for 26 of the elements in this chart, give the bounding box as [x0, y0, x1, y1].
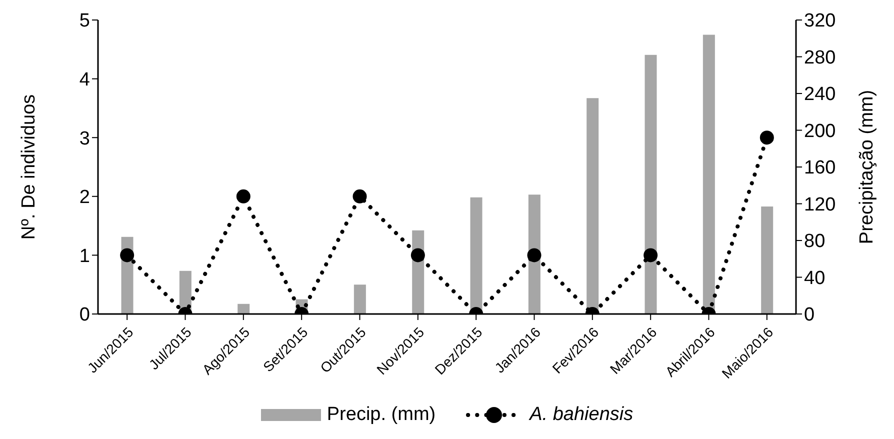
- point: [760, 130, 774, 145]
- y-tick-label: 0: [79, 304, 90, 326]
- y2-tick-label: 160: [804, 158, 836, 179]
- bar: [644, 54, 657, 314]
- bar: [238, 304, 250, 314]
- y-tick-label: 1: [79, 246, 90, 267]
- y2-tick-label: 200: [804, 120, 836, 142]
- y2-tick-label: 120: [804, 194, 836, 216]
- y2-tick-label: 40: [804, 268, 826, 289]
- y-tick-label: 2: [79, 187, 90, 208]
- point: [352, 189, 367, 204]
- y-axis-title: Nº. De individuos: [18, 94, 40, 240]
- y2-axis-title: Precipitação (mm): [856, 90, 878, 244]
- y2-tick-label: 0: [804, 304, 815, 326]
- y-tick-label: 3: [79, 128, 90, 150]
- y2-tick-label: 80: [804, 231, 826, 252]
- y-tick-label: 5: [79, 10, 90, 32]
- legend-label: A. bahiensis: [530, 404, 634, 426]
- bar: [354, 284, 366, 314]
- y2-tick-label: 240: [804, 84, 836, 106]
- point: [236, 189, 250, 204]
- y2-tick-label: 320: [804, 10, 836, 32]
- y-tick-label: 4: [79, 70, 90, 91]
- y2-tick-label: 280: [804, 47, 836, 68]
- bar: [761, 206, 774, 314]
- legend-label: Precip. (mm): [326, 404, 436, 426]
